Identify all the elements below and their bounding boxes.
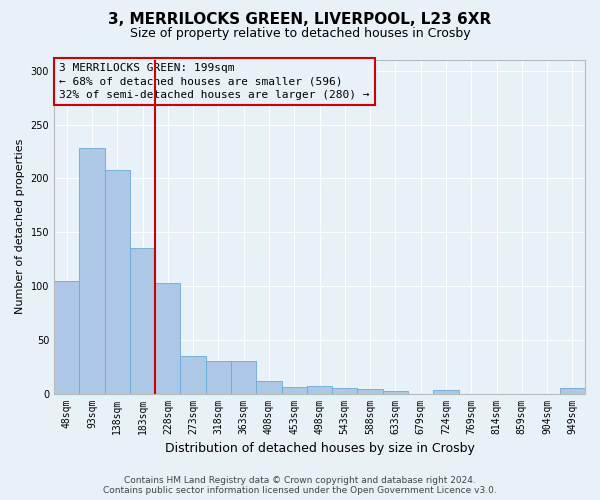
Text: 3, MERRILOCKS GREEN, LIVERPOOL, L23 6XR: 3, MERRILOCKS GREEN, LIVERPOOL, L23 6XR	[109, 12, 491, 28]
Bar	[206, 362, 231, 394]
Bar	[307, 386, 332, 394]
Bar	[256, 380, 281, 394]
X-axis label: Distribution of detached houses by size in Crosby: Distribution of detached houses by size …	[164, 442, 475, 455]
Bar	[358, 390, 383, 394]
Text: 3 MERRILOCKS GREEN: 199sqm
← 68% of detached houses are smaller (596)
32% of sem: 3 MERRILOCKS GREEN: 199sqm ← 68% of deta…	[59, 64, 370, 100]
Bar	[281, 387, 307, 394]
Bar	[383, 392, 408, 394]
Bar	[79, 148, 104, 394]
Bar	[130, 248, 155, 394]
Y-axis label: Number of detached properties: Number of detached properties	[15, 139, 25, 314]
Bar	[332, 388, 358, 394]
Bar	[560, 388, 585, 394]
Bar	[54, 280, 79, 394]
Bar	[181, 356, 206, 394]
Bar	[433, 390, 458, 394]
Bar	[155, 282, 181, 394]
Text: Size of property relative to detached houses in Crosby: Size of property relative to detached ho…	[130, 28, 470, 40]
Text: Contains HM Land Registry data © Crown copyright and database right 2024.
Contai: Contains HM Land Registry data © Crown c…	[103, 476, 497, 495]
Bar	[231, 362, 256, 394]
Bar	[104, 170, 130, 394]
